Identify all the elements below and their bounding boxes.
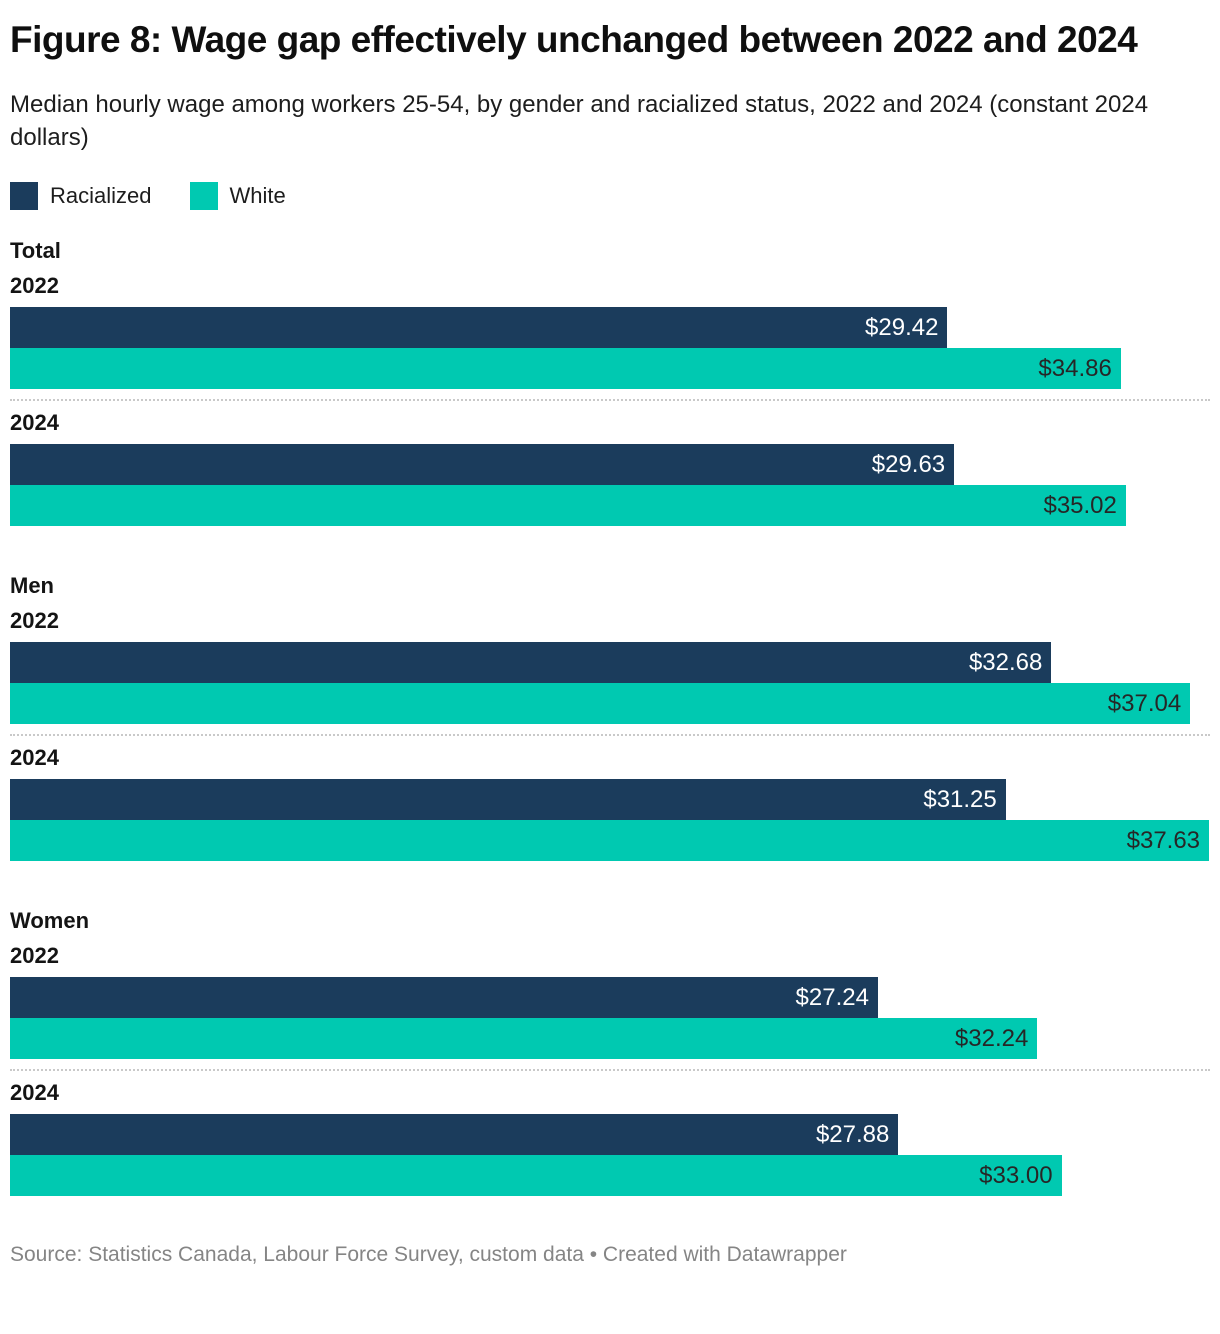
- white-bar: $33.00: [10, 1155, 1062, 1197]
- bar-value-label: $33.00: [979, 1161, 1053, 1189]
- legend-item-racialized: Racialized: [10, 182, 152, 211]
- racialized-bar: $27.24: [10, 977, 878, 1019]
- racialized-bar: $31.25: [10, 779, 1006, 821]
- legend-item-white: White: [189, 182, 286, 211]
- year-separator: [10, 1069, 1210, 1072]
- year-label: 2022: [10, 943, 59, 969]
- year-label: 2022: [10, 608, 59, 634]
- racialized-bar: $29.63: [10, 444, 955, 486]
- chart-group-women: Women 2022 $27.24 $32.24 2024 $27.88 $33.00: [10, 908, 1210, 1197]
- white-bar: $35.02: [10, 485, 1126, 527]
- bar-value-label: $27.88: [815, 1120, 890, 1148]
- legend-label-racialized: Racialized: [50, 183, 152, 209]
- chart: Total 2022 $29.42 $34.86 2024 $29.63 $35.02 Men…: [10, 238, 1210, 1197]
- year-label: 2024: [10, 1080, 59, 1106]
- chart-group-total: Total 2022 $29.42 $34.86 2024 $29.63 $35.02: [10, 238, 1210, 527]
- chart-group-men: Men 2022 $32.68 $37.04 2024 $31.25 $37.63: [10, 573, 1210, 862]
- bar-value-label: $32.68: [968, 648, 1043, 676]
- racialized-bar: $32.68: [10, 642, 1052, 684]
- white-swatch-icon: [189, 182, 218, 211]
- white-bar: $37.63: [10, 820, 1210, 862]
- year-label: 2024: [10, 410, 59, 436]
- racialized-bar: $27.88: [10, 1114, 899, 1156]
- white-bar: $37.04: [10, 683, 1191, 725]
- group-label: Men: [10, 573, 54, 599]
- white-bar: $34.86: [10, 348, 1121, 390]
- bar-value-label: $29.42: [865, 313, 939, 341]
- white-bar: $32.24: [10, 1018, 1038, 1060]
- legend: Racialized White: [10, 182, 1210, 211]
- racialized-swatch-icon: [10, 182, 38, 211]
- year-label: 2024: [10, 745, 59, 771]
- bar-value-label: $37.04: [1107, 689, 1182, 717]
- group-label: Women: [10, 908, 90, 934]
- year-label: 2022: [10, 273, 59, 299]
- bar-value-label: $34.86: [1038, 354, 1112, 382]
- year-separator: [10, 734, 1210, 737]
- source-attribution: Source: Statistics Canada, Labour Force …: [10, 1243, 847, 1267]
- page-title: Figure 8: Wage gap effectively unchanged…: [10, 19, 1138, 60]
- bar-value-label: $31.25: [923, 785, 997, 813]
- year-separator: [10, 399, 1210, 402]
- bar-value-label: $29.63: [871, 450, 946, 478]
- bar-value-label: $35.02: [1043, 491, 1117, 519]
- group-label: Total: [10, 238, 61, 264]
- bar-value-label: $37.63: [1126, 826, 1201, 854]
- chart-subtitle: Median hourly wage among workers 25-54, …: [10, 91, 1149, 151]
- racialized-bar: $29.42: [10, 307, 948, 349]
- bar-value-label: $27.24: [795, 983, 869, 1011]
- legend-label-white: White: [229, 183, 286, 209]
- bar-value-label: $32.24: [954, 1024, 1029, 1052]
